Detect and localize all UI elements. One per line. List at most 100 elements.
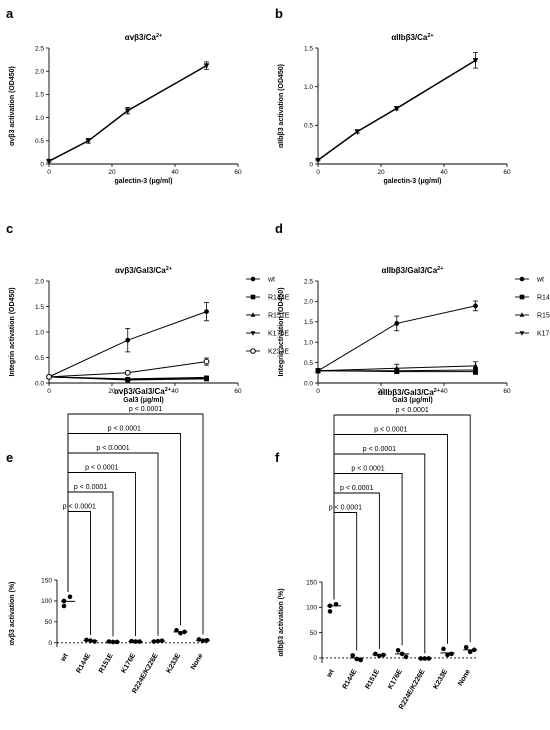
panel-a-ytick-label: 0.5 xyxy=(35,138,44,145)
panel-a-xtick-label: 40 xyxy=(171,169,179,176)
panel-c-xtick-label: 20 xyxy=(108,388,116,395)
panel-f-category-R224E/K226E: R224E/K226E xyxy=(398,668,427,711)
panel-d-legend-R144E: R144E xyxy=(537,295,550,302)
panel-f-data-point xyxy=(395,648,401,653)
panel-c-data-point xyxy=(203,358,210,365)
panel-letter-d: d xyxy=(275,221,283,236)
panel-e-ytick-label: 0 xyxy=(48,640,52,647)
panel-d-ytick-label: 0.0 xyxy=(304,380,313,387)
panel-b-data-point xyxy=(354,129,361,135)
panel-c-legend-marker xyxy=(250,312,256,317)
panel-f-pvalue-label: p < 0.0001 xyxy=(340,485,373,492)
panel-c-xtick-label: 0 xyxy=(47,388,51,395)
panel-b-title: αIIbβ3/Ca2+ xyxy=(391,33,433,42)
panel-letter-a: a xyxy=(6,6,14,21)
panel-b-ytick-label: 1.5 xyxy=(304,45,313,52)
panel-e-pvalue-label: p < 0.0001 xyxy=(63,504,96,511)
panel-c-legend-R151E: R151E xyxy=(268,313,290,320)
panel-c-legend-K176E: K176E xyxy=(268,331,289,338)
panel-d-data-point xyxy=(473,362,478,368)
panel-d-ytick-label: 2.0 xyxy=(304,299,313,306)
panel-d-data-point xyxy=(394,368,400,374)
panel-d-data-point xyxy=(473,303,478,309)
panel-f-data-point xyxy=(403,654,409,660)
panel-a-xtick-label: 60 xyxy=(234,169,242,176)
panel-d-legend-wt: wt xyxy=(536,277,544,284)
panel-c-data-point xyxy=(46,373,52,380)
panel-e-significance-bracket xyxy=(67,472,136,637)
panel-e-pvalue-label: p < 0.0001 xyxy=(129,406,162,413)
panel-letter-f: f xyxy=(275,450,280,465)
panel-e-title: αvβ3/Gal3/Ca2+ xyxy=(114,387,171,396)
panel-f-pvalue-label: p < 0.0001 xyxy=(374,427,407,434)
panel-f-pvalue-label: p < 0.0001 xyxy=(363,446,396,453)
panel-a-data-point xyxy=(85,138,92,145)
panel-e-pvalue-label: p < 0.0001 xyxy=(108,426,141,433)
panel-c-legend-marker xyxy=(250,294,256,300)
panel-f-category-K176E: K176E xyxy=(387,668,404,690)
panel-a-xlabel: galectin-3 (μg/ml) xyxy=(115,178,173,185)
panel-d-ytick-label: 1.0 xyxy=(304,340,313,347)
panel-b-ytick-label: 0 xyxy=(309,161,313,168)
panel-d-ytick-label: 2.5 xyxy=(304,278,313,285)
panel-d-xtick-label: 40 xyxy=(440,388,448,395)
panel-f-ytick-label: 0 xyxy=(313,655,317,662)
panel-c-legend-marker xyxy=(250,276,256,282)
panel-d-ytick-label: 1.5 xyxy=(304,319,313,326)
panel-e-significance-bracket xyxy=(67,433,181,626)
panel-c-data-point xyxy=(204,375,209,381)
panel-d-xtick-label: 0 xyxy=(316,388,320,395)
panel-c-legend-R144E: R144E xyxy=(268,295,290,302)
panel-d-series-line-wt xyxy=(317,305,476,372)
panel-b-xtick-label: 20 xyxy=(377,169,385,176)
panel-f-significance-bracket xyxy=(333,473,403,646)
panel-a-ytick-label: 2.0 xyxy=(35,69,44,76)
panel-e-significance-bracket xyxy=(67,511,91,635)
panel-letter-c: c xyxy=(6,221,13,236)
panel-c-ylabel: Integrin activation (OD450) xyxy=(9,287,16,376)
panel-e-data-point xyxy=(174,627,179,633)
panel-c-xlabel: Gal3 (μg/ml) xyxy=(123,397,163,404)
panel-e-data-point xyxy=(61,603,67,609)
panel-c-ytick-label: 0.0 xyxy=(35,380,44,387)
panel-c-xtick-label: 40 xyxy=(171,388,179,395)
panel-e-significance-bracket xyxy=(67,413,204,635)
panel-d-title: αIIbβ3/Gal3/Ca2+ xyxy=(382,266,444,275)
panel-a-ytick-label: 0 xyxy=(40,161,44,168)
panel-e-data-point xyxy=(84,637,89,643)
panel-d-legend-K176E: K176E xyxy=(537,331,550,338)
panel-e-data-point xyxy=(67,594,73,600)
panel-f-data-point xyxy=(327,609,333,614)
panel-a-ytick-label: 2.5 xyxy=(35,45,44,52)
panel-c-data-point xyxy=(204,309,209,314)
panel-f-pvalue-label: p < 0.0001 xyxy=(395,407,428,414)
panel-a-data-point xyxy=(203,63,210,69)
panel-f-category-R151E: R151E xyxy=(364,668,381,690)
panel-a-ytick-label: 1.0 xyxy=(35,115,44,122)
panel-f-data-point xyxy=(463,645,469,650)
panel-d-legend-marker xyxy=(519,312,525,317)
panel-letter-e: e xyxy=(6,450,13,465)
panel-f-significance-bracket xyxy=(333,512,358,651)
panel-b-data-point xyxy=(472,58,479,64)
panel-c-title: αvβ3/Gal3/Ca2+ xyxy=(115,266,172,275)
panel-e-category-wt: wt xyxy=(59,652,70,664)
panel-e-ytick-label: 50 xyxy=(45,619,53,626)
panel-f-data-point xyxy=(373,651,378,657)
panel-b-xtick-label: 0 xyxy=(316,169,320,176)
panel-d-data-point xyxy=(473,368,478,373)
panel-b-xtick-label: 60 xyxy=(503,169,511,176)
panel-a-data-point xyxy=(46,158,52,165)
panel-c-legend-marker xyxy=(250,348,256,354)
panel-d-xtick-label: 60 xyxy=(503,388,511,395)
panel-d-xtick-label: 20 xyxy=(377,388,385,395)
panel-a-xtick-label: 20 xyxy=(108,169,116,176)
panel-f-data-point xyxy=(449,651,454,657)
panel-e-ylabel: αvβ3 activation (%) xyxy=(9,582,16,646)
panel-f-data-point xyxy=(350,653,356,658)
panel-c-data-point xyxy=(125,377,131,382)
panel-e-category-R151E: R151E xyxy=(98,652,115,674)
panel-a-data-point xyxy=(124,108,131,114)
panel-e-pvalue-label: p < 0.0001 xyxy=(85,465,118,472)
panel-d-legend-marker xyxy=(519,294,525,300)
